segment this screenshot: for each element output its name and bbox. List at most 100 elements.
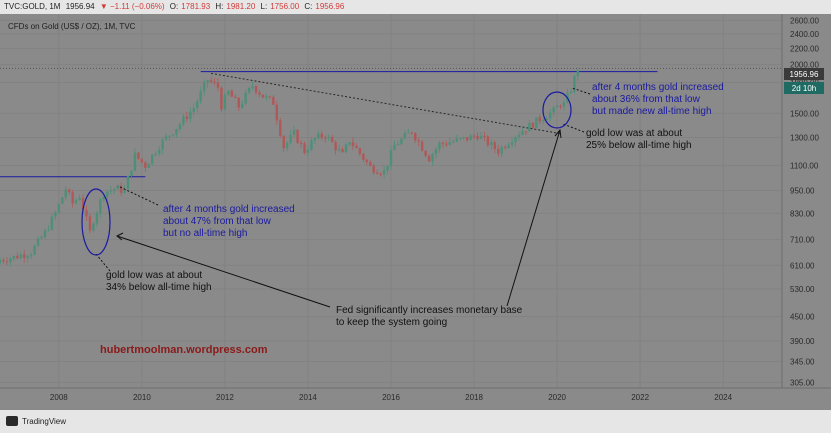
candle (112, 188, 116, 195)
y-tick-label: 1300.00 (790, 133, 819, 142)
candle (192, 103, 195, 117)
y-tick-label: 2000.00 (790, 61, 819, 70)
candle (223, 91, 227, 111)
candle (400, 136, 403, 146)
arrow-fed-2008 (116, 235, 331, 308)
candle (448, 138, 452, 146)
y-tick-label: 450.00 (790, 313, 815, 322)
candle (33, 244, 36, 256)
arrowhead-fed-2008 (116, 232, 124, 241)
y-tick-label: 2400.00 (790, 30, 819, 39)
candle (254, 85, 258, 95)
candle (410, 131, 413, 135)
countdown-badge-text: 2d 10h (792, 84, 816, 93)
candle (507, 142, 510, 150)
annotation-a2: gold low was at about 34% below all-time… (106, 270, 212, 293)
high-value: 1981.20 (226, 2, 256, 11)
low-2008-circle (81, 188, 111, 256)
candle (102, 194, 106, 203)
candle (528, 119, 531, 132)
candle (452, 139, 455, 144)
down-trendline (210, 72, 561, 135)
candle (355, 143, 358, 149)
candle (282, 134, 285, 152)
price-chart[interactable]: 2600.002400.002200.002000.001800.001500.… (0, 14, 831, 410)
annotation-a2-line2: 34% below all-time high (106, 282, 212, 293)
candle (57, 203, 61, 214)
annotation-a3-line2: about 36% from that low (592, 94, 701, 105)
low-2020-circle (542, 91, 572, 129)
y-tick-label: 390.00 (790, 337, 815, 346)
candle (324, 135, 327, 143)
candle (237, 97, 240, 111)
y-tick-label: 830.00 (790, 209, 815, 218)
candle (171, 134, 175, 137)
x-tick-label: 2014 (299, 393, 317, 402)
annotation-a4: gold low was at about 25% below all-time… (586, 128, 692, 151)
candle (420, 139, 424, 152)
candle (241, 99, 244, 110)
candle (279, 117, 282, 138)
candle (500, 145, 503, 158)
candle (369, 159, 372, 167)
resistance-lines (0, 67, 782, 178)
candle (296, 128, 299, 144)
candle (133, 148, 137, 172)
candle (531, 121, 535, 130)
candle (99, 197, 102, 218)
x-tick-label: 2020 (548, 393, 566, 402)
candle (310, 136, 313, 152)
annotation-a3-line3: but made new all-time high (592, 106, 712, 117)
candle (396, 141, 400, 146)
footer-bar: TradingView (0, 410, 831, 433)
price-axis[interactable]: 2600.002400.002200.002000.001800.001500.… (790, 16, 819, 387)
candle (2, 257, 5, 264)
time-axis[interactable]: 2008 2010 2012 2014 2016 2018 2020 2022 2024 (50, 393, 733, 402)
candle (486, 134, 490, 148)
candle (555, 102, 559, 108)
candle (431, 152, 434, 166)
candle (358, 147, 362, 157)
candle (50, 214, 54, 231)
candle (320, 130, 324, 141)
annotation-a1-line1: after 4 months gold increased (163, 204, 295, 215)
candle (275, 101, 279, 125)
tradingview-logo[interactable]: TradingView (6, 416, 66, 426)
y-tick-label: 2600.00 (790, 16, 819, 25)
candle (95, 210, 99, 228)
x-tick-label: 2010 (133, 393, 151, 402)
candle (497, 145, 500, 157)
candle (216, 78, 220, 92)
candle (12, 255, 16, 262)
candle (393, 140, 396, 151)
candle (147, 162, 150, 168)
candle (351, 137, 355, 151)
watermark: hubertmoolman.wordpress.com (100, 344, 268, 356)
candle (227, 89, 230, 96)
candle (185, 111, 189, 123)
x-tick-label: 2022 (631, 393, 649, 402)
candle (535, 117, 538, 128)
candle (26, 254, 29, 263)
x-tick-label: 2008 (50, 393, 68, 402)
countdown-badge: 2d 10h (784, 82, 824, 94)
candle (140, 158, 144, 165)
candle (23, 249, 26, 263)
candle (251, 81, 254, 91)
candle (441, 141, 445, 148)
symbol-header: TVC:GOLD, 1M 1956.94 ▼ −1.11 (−0.06%) O:… (0, 0, 831, 14)
candle (16, 252, 19, 260)
candle (327, 134, 330, 141)
high-label: H: (215, 2, 224, 11)
candle (569, 88, 573, 95)
open-label: O: (169, 2, 179, 11)
candle (386, 165, 389, 175)
candle (438, 140, 441, 153)
candle (92, 221, 95, 233)
candle (382, 165, 386, 179)
candle (317, 130, 320, 140)
candle (458, 137, 462, 141)
candle (182, 113, 185, 127)
symbol-label[interactable]: TVC:GOLD, 1M (4, 2, 61, 11)
candle (47, 225, 50, 232)
